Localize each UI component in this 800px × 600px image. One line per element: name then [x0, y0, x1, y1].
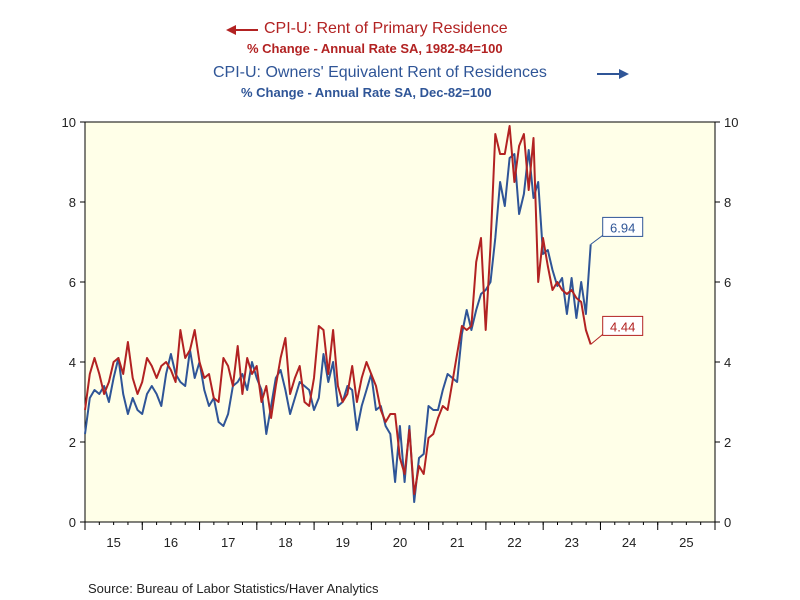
legend-arrows: [226, 25, 629, 79]
y-tick-label-right: 10: [724, 115, 738, 130]
right-arrow-icon: [597, 69, 629, 79]
y-tick-label-right: 0: [724, 515, 731, 530]
x-tick-label: 25: [679, 535, 693, 550]
end-label-box: [602, 315, 644, 336]
x-tick-label: 19: [335, 535, 349, 550]
y-tick-label-left: 0: [69, 515, 76, 530]
end-label-leader: [590, 234, 604, 245]
series-lines: [84, 125, 592, 503]
oer-end-label: 6.94: [590, 216, 644, 245]
y-tick-label-right: 2: [724, 435, 731, 450]
y-tick-label-right: 6: [724, 275, 731, 290]
oer-legend-title: CPI-U: Owners' Equivalent Rent of Reside…: [213, 64, 547, 81]
end-label-text: 4.44: [610, 319, 635, 334]
x-tick-label: 17: [221, 535, 235, 550]
y-tick-label-left: 8: [69, 195, 76, 210]
rent-legend-subtitle: % Change - Annual Rate SA, 1982-84=100: [247, 41, 503, 56]
x-tick-label: 15: [106, 535, 120, 550]
y-tick-label-left: 2: [69, 435, 76, 450]
end-label-leader: [590, 334, 604, 345]
y-tick-label-left: 4: [69, 355, 76, 370]
y-tick-label-right: 4: [724, 355, 731, 370]
rent-series-line: [84, 125, 592, 495]
x-tick-label: 22: [507, 535, 521, 550]
source-note: Source: Bureau of Labor Statistics/Haver…: [88, 581, 379, 596]
end-labels: 4.44 6.94: [590, 216, 644, 345]
oer-legend-subtitle: % Change - Annual Rate SA, Dec-82=100: [241, 85, 492, 100]
rent-legend-title: CPI-U: Rent of Primary Residence: [264, 20, 508, 37]
end-label-box: [602, 216, 644, 237]
end-label-text: 6.94: [610, 220, 635, 235]
oer-series-line: [84, 149, 592, 503]
x-tick-label: 18: [278, 535, 292, 550]
x-tick-label: 23: [565, 535, 579, 550]
x-tick-label: 21: [450, 535, 464, 550]
x-tick-label: 20: [393, 535, 407, 550]
x-tick-label: 24: [622, 535, 636, 550]
y-tick-label-left: 6: [69, 275, 76, 290]
left-arrow-icon: [226, 25, 258, 35]
rent-end-label: 4.44: [590, 315, 644, 345]
x-tick-label: 16: [164, 535, 178, 550]
y-tick-label-left: 10: [62, 115, 76, 130]
y-tick-label-right: 8: [724, 195, 731, 210]
